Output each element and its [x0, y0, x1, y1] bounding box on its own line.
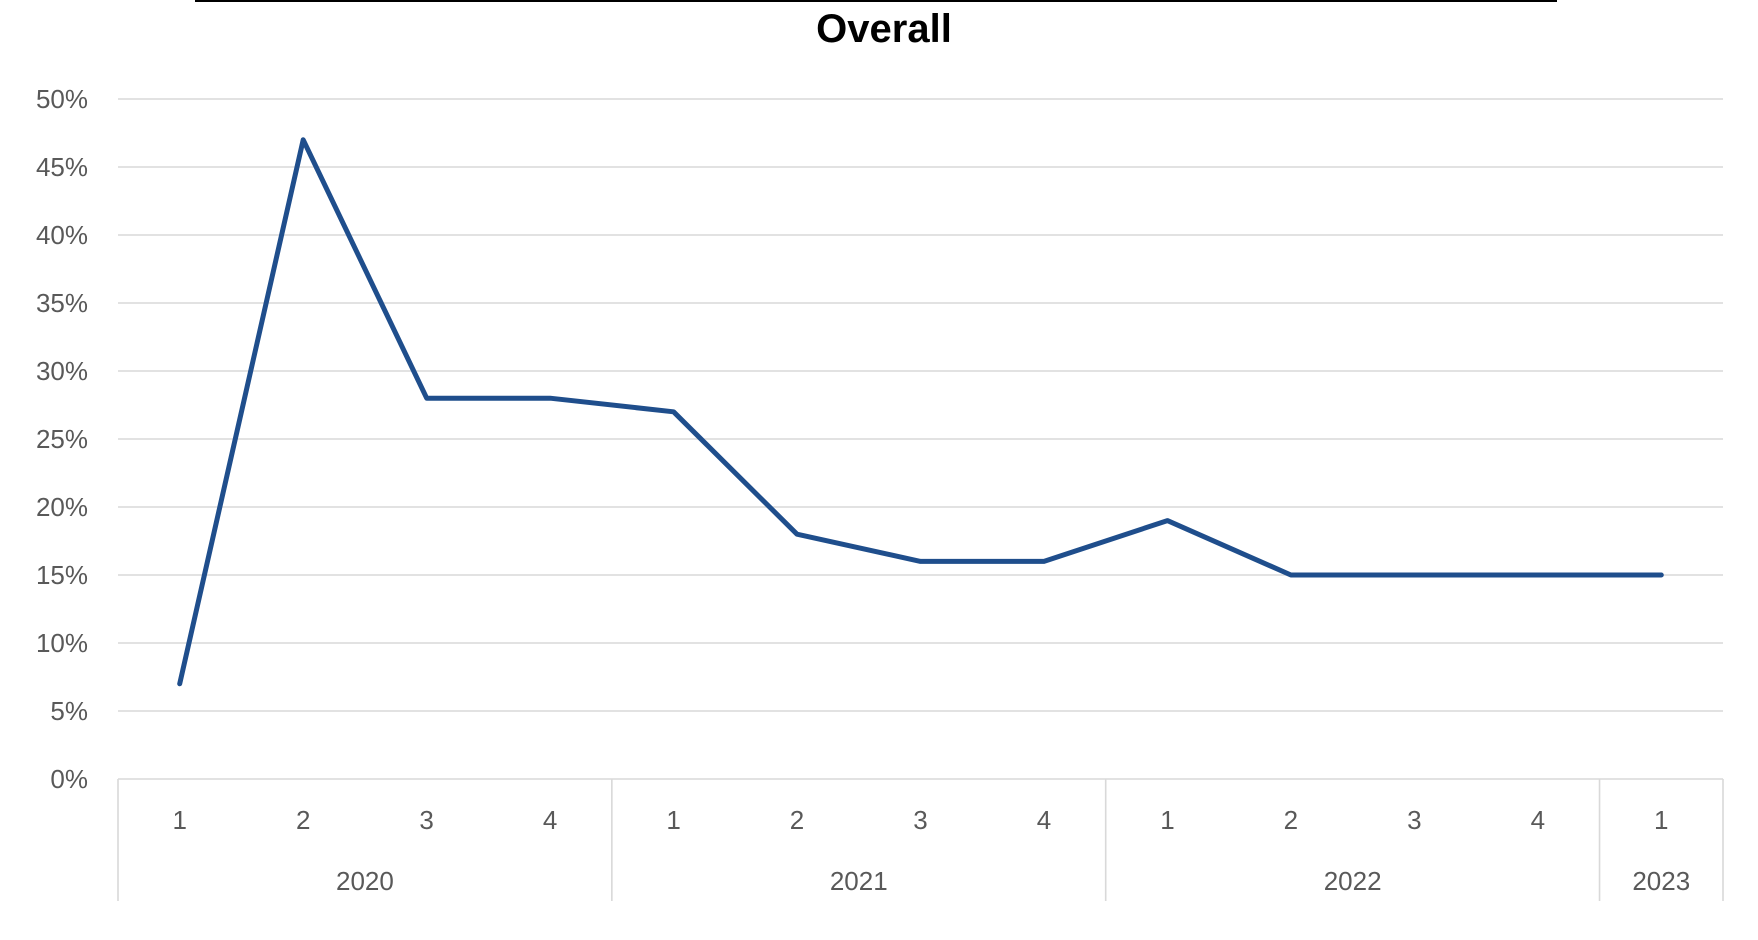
x-group-label: 2022 [1324, 866, 1382, 896]
chart-title: Overall [816, 7, 952, 51]
x-tick-label: 2 [790, 805, 804, 835]
y-tick-label: 35% [36, 288, 88, 318]
y-tick-label: 40% [36, 220, 88, 250]
x-tick-label: 3 [913, 805, 927, 835]
x-tick-label: 1 [666, 805, 680, 835]
x-tick-label: 1 [1654, 805, 1668, 835]
x-group-label: 2020 [336, 866, 394, 896]
x-tick-label: 1 [1160, 805, 1174, 835]
x-tick-label: 2 [296, 805, 310, 835]
y-tick-label: 45% [36, 152, 88, 182]
y-axis-ticks: 0% 5% 10% 15% 20% 25% 30% 35% 40% 45% 50% [36, 84, 88, 794]
y-tick-label: 20% [36, 492, 88, 522]
y-tick-label: 30% [36, 356, 88, 386]
x-tick-label: 2 [1284, 805, 1298, 835]
x-axis: 1 2 3 4 1 2 3 4 1 2 3 4 1 2020 2021 2022 2023 [117, 778, 1724, 901]
x-tick-label: 4 [1037, 805, 1051, 835]
series-line [177, 137, 1664, 687]
x-tick-label: 3 [1407, 805, 1421, 835]
x-tick-label: 1 [172, 805, 186, 835]
x-group-label: 2021 [830, 866, 888, 896]
y-tick-label: 0% [50, 764, 88, 794]
y-tick-label: 25% [36, 424, 88, 454]
x-tick-label: 4 [1531, 805, 1545, 835]
y-tick-label: 15% [36, 560, 88, 590]
series-layer [177, 137, 1664, 687]
x-tick-label: 4 [543, 805, 557, 835]
x-group-label: 2023 [1632, 866, 1690, 896]
y-tick-label: 50% [36, 84, 88, 114]
x-tick-label: 3 [419, 805, 433, 835]
gridlines [118, 98, 1723, 712]
y-tick-label: 10% [36, 628, 88, 658]
y-tick-label: 5% [50, 696, 88, 726]
